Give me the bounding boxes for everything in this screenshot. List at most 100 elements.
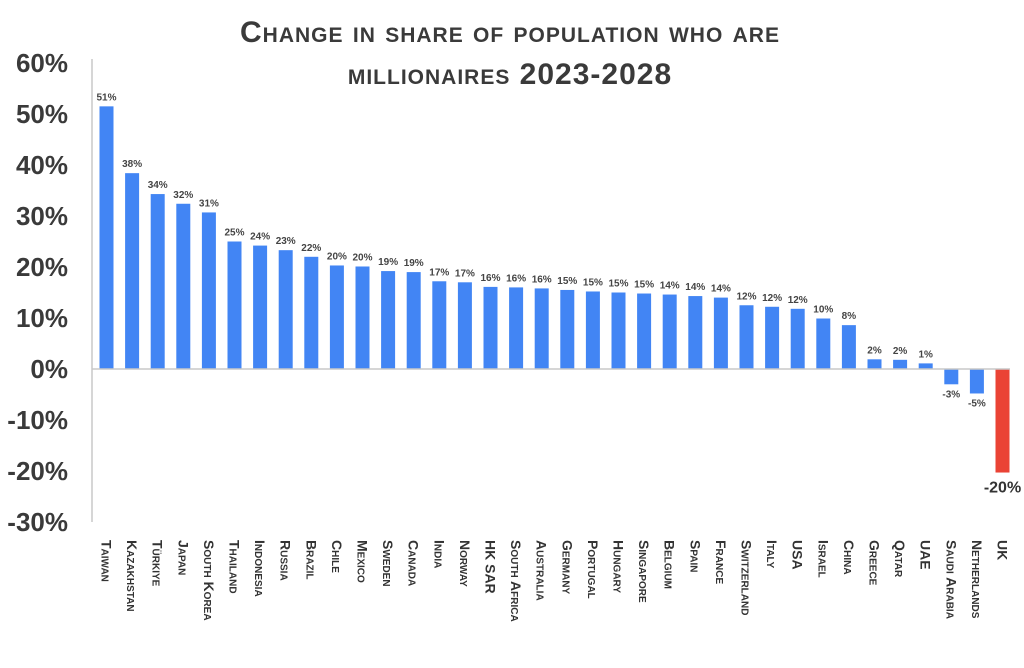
- data-label: 17%: [455, 268, 475, 279]
- x-tick-label: Qatar: [892, 540, 908, 578]
- x-tick-label: Norway: [457, 540, 473, 587]
- data-label: 19%: [378, 257, 398, 268]
- data-label: 16%: [532, 274, 552, 285]
- bar: [944, 369, 959, 385]
- bar: [99, 106, 114, 369]
- data-label: 2%: [893, 346, 908, 357]
- x-tick-label: UK: [995, 540, 1011, 560]
- x-tick-label: France: [713, 540, 729, 584]
- y-tick-label: 50%: [16, 99, 68, 129]
- data-label: 16%: [506, 273, 526, 284]
- bar: [355, 266, 370, 369]
- x-tick-label: Italy: [764, 540, 780, 569]
- bar: [585, 291, 600, 369]
- data-label: 12%: [736, 291, 756, 302]
- x-tick-label: Germany: [559, 540, 575, 595]
- x-tick-label: Canada: [406, 540, 422, 586]
- x-tick-label: Singapore: [636, 540, 652, 603]
- x-tick-label: Indonesia: [252, 540, 268, 597]
- bar: [969, 369, 984, 394]
- x-tick-label: South Africa: [508, 540, 524, 622]
- bar: [483, 286, 498, 369]
- bar: [995, 369, 1010, 473]
- bar: [457, 282, 472, 369]
- data-label: 15%: [634, 280, 654, 291]
- x-tick-label: Chile: [329, 540, 345, 573]
- x-tick-label: Kazakhstan: [124, 540, 140, 612]
- x-tick-label: Australia: [534, 540, 550, 601]
- data-label: -3%: [942, 389, 960, 400]
- data-label: 38%: [122, 159, 142, 170]
- data-labels-group: 51% 38% 34% 32% 31% 25% 24% 23% 22% 20% 20% 19% 19% 1…: [96, 92, 1021, 496]
- data-label: 14%: [711, 284, 731, 295]
- data-label: 19%: [404, 258, 424, 269]
- bar: [816, 318, 831, 369]
- y-tick-label: 0%: [30, 354, 68, 384]
- x-tick-label: Greece: [867, 540, 883, 586]
- data-label: 15%: [608, 279, 628, 290]
- x-tick-label: HK SAR: [483, 540, 499, 594]
- x-tick-label: Hungary: [611, 540, 627, 593]
- bar: [406, 272, 421, 369]
- data-label: -5%: [968, 398, 986, 409]
- data-label: 12%: [762, 293, 782, 304]
- data-label: 15%: [583, 277, 603, 288]
- bar: [227, 241, 242, 369]
- data-label: 1%: [918, 349, 933, 360]
- x-tick-label: Brazil: [303, 540, 319, 580]
- x-tick-label: Taiwan: [99, 540, 115, 582]
- y-tick-label: -10%: [7, 405, 68, 435]
- y-tick-label: -20%: [7, 456, 68, 486]
- x-tick-label: Switzerland: [739, 540, 755, 615]
- x-tick-label: Portugal: [585, 540, 601, 599]
- x-tick-label: Saudi Arabia: [943, 540, 959, 619]
- x-tick-label: UAE: [918, 540, 934, 570]
- data-label: 34%: [148, 180, 168, 191]
- bar: [560, 289, 575, 369]
- y-tick-label: 10%: [16, 303, 68, 333]
- data-label: 25%: [224, 228, 244, 239]
- y-tick-label: -30%: [7, 507, 68, 537]
- x-axis: Taiwan Kazakhstan Türkiye Japan South Korea T…: [99, 540, 1011, 622]
- x-tick-label: China: [841, 540, 857, 575]
- data-label: 31%: [199, 198, 219, 209]
- chart-title-line-2: millionaires 2023-2028: [348, 58, 672, 91]
- x-tick-label: Sweden: [380, 540, 396, 587]
- x-tick-label: USA: [790, 540, 806, 570]
- data-label: 14%: [660, 281, 680, 292]
- x-tick-label: Spain: [687, 540, 703, 573]
- x-tick-label: Israel: [815, 540, 831, 578]
- x-tick-label: India: [431, 540, 447, 568]
- bar: [662, 294, 677, 369]
- bar: [304, 256, 319, 369]
- bar: [688, 296, 703, 369]
- x-tick-label: Netherlands: [969, 540, 985, 619]
- x-tick-label: Japan: [175, 540, 191, 575]
- bar: [637, 293, 652, 369]
- data-label: 16%: [480, 273, 500, 284]
- data-label: -20%: [984, 480, 1021, 497]
- chart-title-line-1: Change in share of population who are: [240, 16, 780, 49]
- bar: [867, 359, 882, 369]
- bar: [509, 287, 524, 369]
- data-label: 23%: [276, 236, 296, 247]
- x-tick-label: Mexico: [355, 540, 371, 583]
- bar: [278, 250, 293, 369]
- y-tick-label: 60%: [16, 48, 68, 78]
- bar: [381, 271, 396, 369]
- data-label: 32%: [173, 190, 193, 201]
- data-label: 15%: [557, 276, 577, 287]
- data-label: 2%: [867, 345, 882, 356]
- data-label: 14%: [685, 282, 705, 293]
- x-tick-label: Türkiye: [150, 540, 166, 587]
- y-axis: 60% 50% 40% 30% 20% 10% 0% -10% -20% -30%: [7, 48, 68, 537]
- bar: [329, 265, 344, 369]
- data-label: 51%: [96, 92, 116, 103]
- bar: [713, 297, 728, 369]
- data-label: 20%: [352, 252, 372, 263]
- y-tick-label: 40%: [16, 150, 68, 180]
- y-tick-label: 20%: [16, 252, 68, 282]
- bar: [765, 306, 780, 369]
